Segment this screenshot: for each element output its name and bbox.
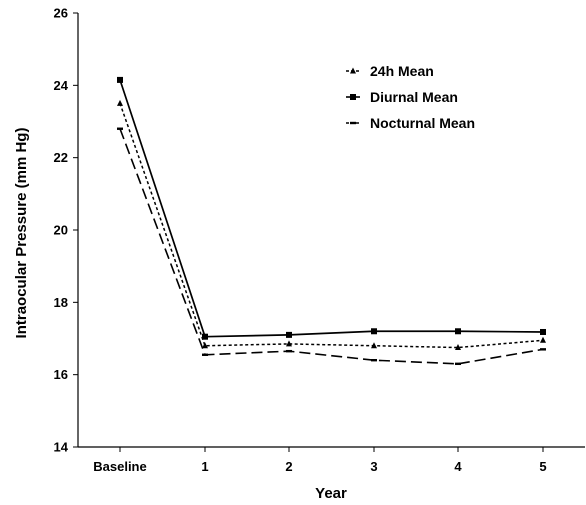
data-point xyxy=(286,331,292,338)
y-tick-label: 24 xyxy=(54,78,69,93)
x-tick-label: 5 xyxy=(539,459,546,474)
data-point xyxy=(286,340,292,347)
series-lines xyxy=(117,76,546,366)
x-tick-label: 4 xyxy=(454,459,462,474)
series-line xyxy=(119,103,544,349)
data-point xyxy=(286,349,292,353)
legend: 24h Mean Diurnal Mean Nocturnal Mean xyxy=(346,63,475,131)
data-point xyxy=(371,359,377,362)
data-point xyxy=(202,333,208,340)
y-axis-title: Intraocular Pressure (mm Hg) xyxy=(13,128,30,339)
y-tick-label: 26 xyxy=(54,6,68,21)
y-tick-label: 22 xyxy=(54,150,68,165)
legend-marker xyxy=(350,121,356,125)
x-axis-title: Year xyxy=(315,485,347,502)
data-point xyxy=(117,99,123,106)
data-point xyxy=(540,328,546,335)
data-point xyxy=(202,342,208,349)
y-tick-label: 18 xyxy=(54,295,68,310)
data-point xyxy=(371,328,377,335)
y-tick-label: 16 xyxy=(54,367,68,382)
data-point xyxy=(202,353,208,356)
legend-item: Nocturnal Mean xyxy=(346,115,475,131)
legend-label: Nocturnal Mean xyxy=(370,115,475,131)
x-tick-label: 2 xyxy=(285,459,292,474)
legend-marker xyxy=(350,94,356,100)
data-point xyxy=(117,76,123,83)
data-point xyxy=(455,328,461,335)
legend-label: Diurnal Mean xyxy=(370,89,458,105)
data-point xyxy=(371,342,377,349)
data-point xyxy=(455,344,461,351)
legend-label: 24h Mean xyxy=(370,63,434,79)
x-axis-ticks: Baseline 1 2 3 4 5 xyxy=(93,447,547,474)
series-1 xyxy=(117,99,546,351)
data-point xyxy=(540,348,546,351)
y-axis-ticks: 14 16 18 20 22 24 26 xyxy=(54,6,78,455)
x-tick-label: Baseline xyxy=(93,459,146,474)
x-tick-label: 1 xyxy=(201,459,208,474)
y-tick-label: 20 xyxy=(54,223,68,238)
x-tick-label: 3 xyxy=(370,459,377,474)
legend-marker xyxy=(350,67,356,74)
series-2 xyxy=(117,76,546,340)
data-point xyxy=(455,362,461,366)
y-tick-label: 14 xyxy=(54,440,69,455)
series-3 xyxy=(117,127,546,366)
series-line xyxy=(119,79,544,338)
legend-item: Diurnal Mean xyxy=(346,89,458,105)
data-point xyxy=(540,336,546,343)
series-line xyxy=(119,128,544,365)
chart-axes xyxy=(77,13,585,448)
legend-item: 24h Mean xyxy=(346,63,434,79)
data-point xyxy=(117,127,123,130)
